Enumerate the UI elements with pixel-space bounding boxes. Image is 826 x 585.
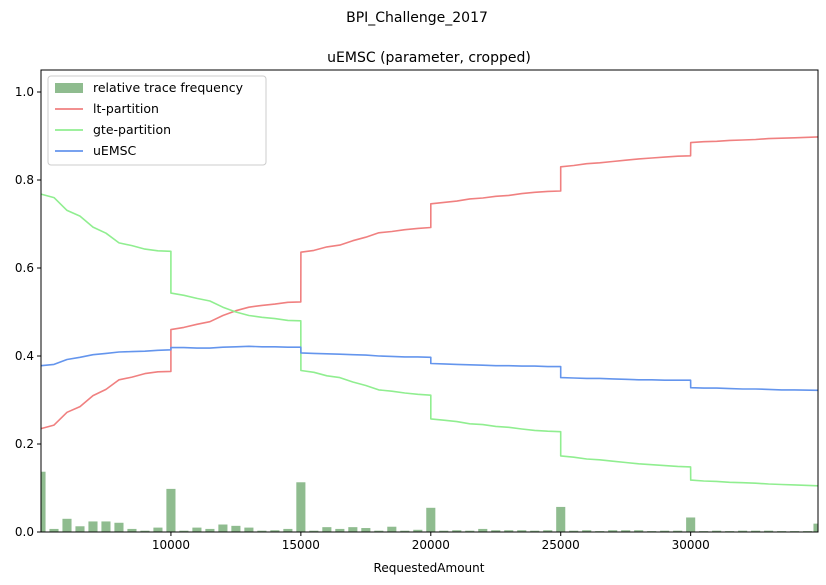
bar (140, 530, 150, 532)
lt-partition-line (40, 136, 819, 430)
bar (348, 527, 358, 532)
bar (114, 522, 124, 532)
bar (621, 530, 631, 532)
bar (387, 526, 397, 532)
bar (452, 530, 462, 532)
y-tick-label: 0.6 (15, 261, 34, 275)
bar (660, 530, 670, 532)
x-tick-label: 10000 (152, 538, 190, 552)
legend-box (47, 75, 267, 166)
bar (751, 530, 761, 532)
legend-label-gte: gte-partition (93, 122, 171, 137)
bar (296, 482, 306, 532)
bar (504, 530, 514, 532)
bar (322, 527, 332, 532)
y-tick-label: 1.0 (15, 85, 34, 99)
bar (101, 521, 111, 532)
uemsc-line (40, 345, 819, 392)
y-tick-label: 0.8 (15, 173, 34, 187)
bar (738, 530, 748, 532)
bar (361, 528, 371, 532)
bar (75, 526, 85, 532)
y-tick-label: 0.2 (15, 437, 34, 451)
legend-label-lt: lt-partition (93, 101, 159, 116)
y-axis: 0.0 0.2 0.4 0.6 0.8 1.0 (15, 85, 41, 539)
chart-title: uEMSC (parameter, cropped) (327, 50, 531, 66)
bar (582, 530, 592, 532)
bar (218, 524, 228, 532)
bar (270, 530, 280, 532)
legend-swatch-bars (55, 83, 83, 93)
bar (608, 530, 618, 532)
gte-partition-line (40, 193, 819, 487)
bar (400, 530, 410, 532)
bar (88, 521, 98, 532)
x-tick-label: 25000 (542, 538, 580, 552)
bars-layer (41, 471, 818, 532)
y-tick-label: 0.4 (15, 349, 34, 363)
bar (530, 530, 540, 532)
bar (166, 488, 176, 532)
bar (413, 529, 423, 532)
bar (231, 525, 241, 532)
bar (673, 530, 683, 532)
bar (205, 528, 215, 532)
bar (764, 530, 774, 532)
legend: relative trace frequency lt-partition gt… (47, 75, 267, 166)
x-axis: 10000 15000 20000 25000 30000 (152, 532, 710, 552)
bar (41, 471, 46, 532)
bar (478, 528, 488, 532)
bar (179, 530, 189, 532)
bar (556, 506, 566, 532)
bar (813, 523, 818, 532)
bar (335, 528, 345, 532)
x-tick-label: 30000 (672, 538, 710, 552)
bar (569, 530, 579, 532)
bar (517, 530, 527, 532)
bar (491, 530, 501, 532)
bar (192, 527, 202, 532)
legend-label-uemsc: uEMSC (93, 143, 137, 158)
bar (686, 517, 696, 532)
legend-label-bars: relative trace frequency (93, 80, 244, 95)
bar (465, 530, 475, 532)
y-tick-label: 0.0 (15, 525, 34, 539)
bar (712, 530, 722, 532)
bar (439, 530, 449, 532)
plot-frame (40, 69, 819, 533)
bar (153, 527, 163, 532)
lines-layer (40, 136, 819, 487)
chart-suptitle: BPI_Challenge_2017 (346, 10, 488, 26)
bar (309, 530, 319, 532)
bar (62, 518, 72, 532)
bar (374, 530, 384, 532)
x-tick-label: 20000 (412, 538, 450, 552)
bar (127, 528, 137, 532)
bar (244, 527, 254, 532)
x-axis-label: RequestedAmount (374, 561, 485, 575)
bar (426, 507, 436, 532)
bar (257, 530, 267, 532)
bar (543, 530, 553, 532)
bar (634, 530, 644, 532)
bar (49, 528, 59, 532)
x-tick-label: 15000 (282, 538, 320, 552)
bar (283, 528, 293, 532)
